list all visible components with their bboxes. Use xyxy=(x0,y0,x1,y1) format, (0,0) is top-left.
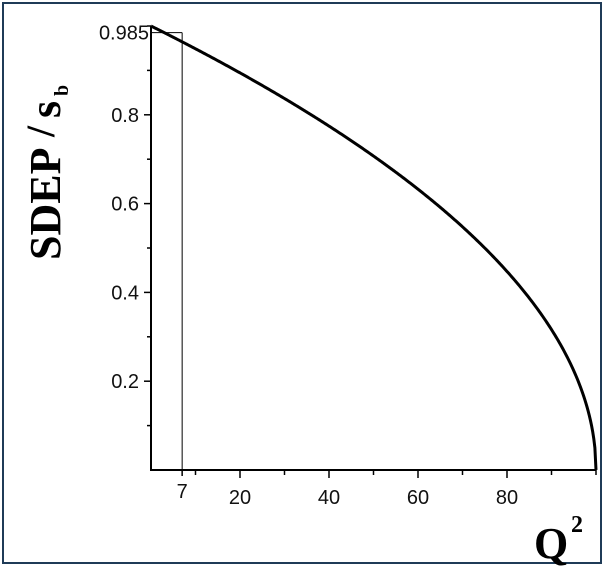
x-axis-label-superscript: 2 xyxy=(571,512,583,538)
y-axis-label-main: SDEP xyxy=(21,148,70,260)
y-tick-label: 0.4 xyxy=(111,282,139,304)
y-axis-label-s: s xyxy=(21,101,70,118)
y-ticks: 0.2 0.4 0.6 0.8 xyxy=(111,25,151,427)
y-axis-label: SDEP / s b xyxy=(18,85,73,260)
x-ticks: 20 40 60 80 xyxy=(181,470,597,509)
y-axis-label-subscript: b xyxy=(51,85,73,96)
reference-y-label: 0.985 xyxy=(99,23,149,45)
y-tick-label: 0.6 xyxy=(111,194,139,216)
y-tick-label: 0.2 xyxy=(111,371,139,393)
y-axis-label-slash: / xyxy=(18,125,63,138)
x-tick-label: 20 xyxy=(229,487,251,509)
x-tick-label: 40 xyxy=(318,487,340,509)
chart-svg: 0.2 0.4 0.6 0.8 20 40 60 80 0.985 7 SDEP / s b… xyxy=(18,23,598,566)
y-tick-label: 0.8 xyxy=(111,105,139,127)
x-tick-label: 60 xyxy=(407,487,429,509)
x-tick-label: 80 xyxy=(496,487,518,509)
reference-x-label: 7 xyxy=(177,481,188,503)
x-axis-label-main: Q xyxy=(534,519,568,566)
series-line xyxy=(150,24,598,471)
